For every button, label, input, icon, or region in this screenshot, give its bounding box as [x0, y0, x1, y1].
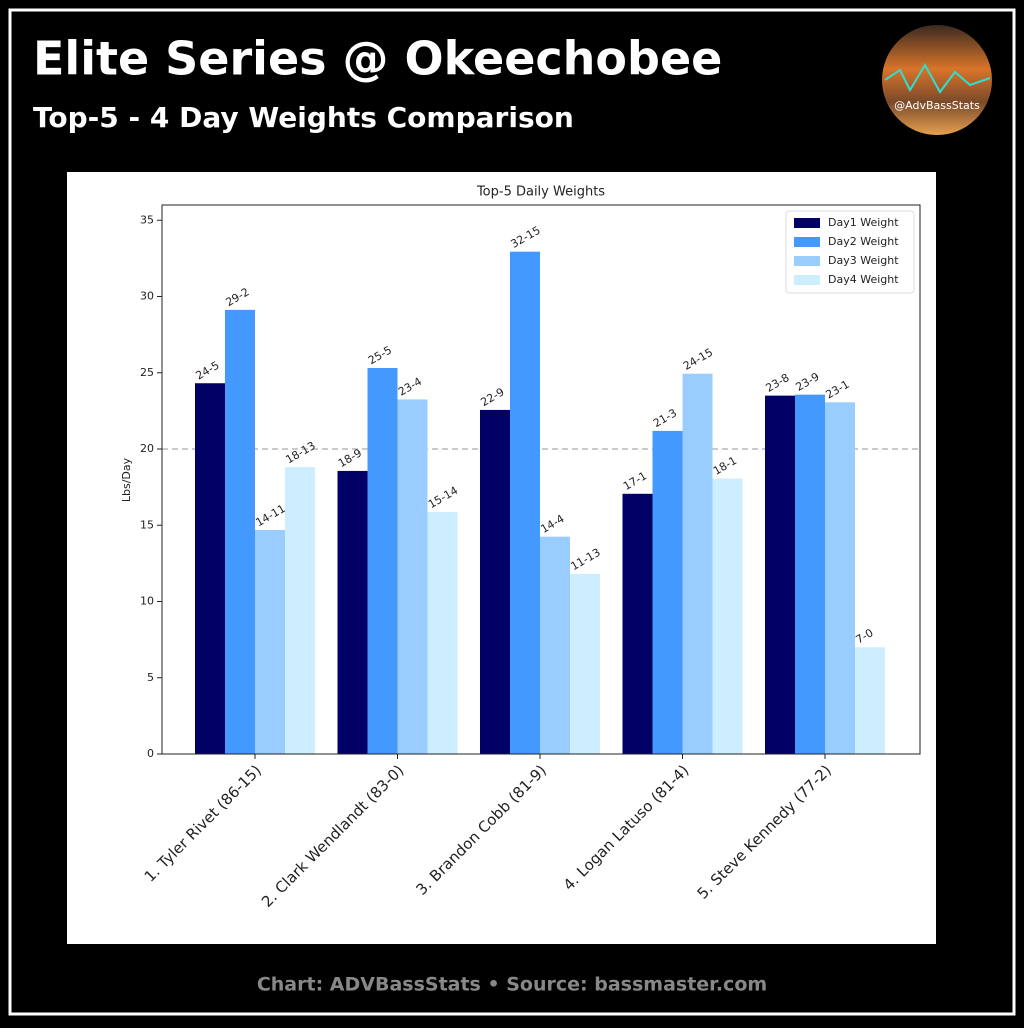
legend-label: Day2 Weight — [828, 235, 899, 248]
logo-line — [884, 63, 991, 94]
bar — [855, 647, 885, 754]
bar — [195, 383, 225, 754]
y-tick-label: 0 — [147, 747, 154, 760]
legend-label: Day1 Weight — [828, 216, 899, 229]
bar — [540, 536, 570, 754]
y-tick-label: 25 — [140, 366, 154, 379]
bar — [682, 373, 713, 754]
legend-swatch — [794, 218, 820, 228]
footer: Chart: ADVBassStats • Source: bassmaster… — [257, 974, 767, 996]
y-tick-label: 30 — [140, 290, 154, 303]
y-axis-label: Lbs/Day — [120, 457, 133, 502]
bar — [367, 367, 398, 754]
y-tick-label: 5 — [147, 671, 154, 684]
y-tick-label: 35 — [140, 213, 154, 226]
bar — [795, 394, 825, 754]
chart-title: Top-5 Daily Weights — [476, 185, 605, 200]
bar — [225, 309, 255, 754]
bar — [337, 470, 368, 754]
legend-swatch — [794, 275, 820, 285]
y-tick-label: 15 — [140, 518, 154, 531]
bar — [427, 511, 458, 754]
logo — [882, 25, 992, 135]
logo-text: @AdvBassStats — [894, 99, 980, 112]
bar — [570, 573, 600, 754]
legend-label: Day3 Weight — [828, 254, 899, 267]
bar — [825, 402, 855, 754]
bar — [397, 399, 428, 754]
y-tick-label: 20 — [140, 442, 154, 455]
bar — [765, 395, 795, 754]
frame — [8, 8, 1016, 1016]
bar — [285, 467, 315, 754]
plot-frame — [161, 204, 921, 755]
bar — [510, 251, 540, 754]
legend-label: Day4 Weight — [828, 273, 899, 286]
title: Elite Series @ Okeechobee — [33, 32, 722, 86]
bar — [255, 530, 285, 754]
y-tick-label: 10 — [140, 595, 154, 608]
legend-swatch — [794, 237, 820, 247]
bar — [712, 478, 743, 754]
legend-swatch — [794, 256, 820, 266]
legend-box — [785, 210, 915, 294]
bar — [480, 409, 510, 754]
subtitle: Top-5 - 4 Day Weights Comparison — [33, 101, 574, 134]
bar — [622, 493, 653, 754]
bar — [652, 430, 683, 754]
